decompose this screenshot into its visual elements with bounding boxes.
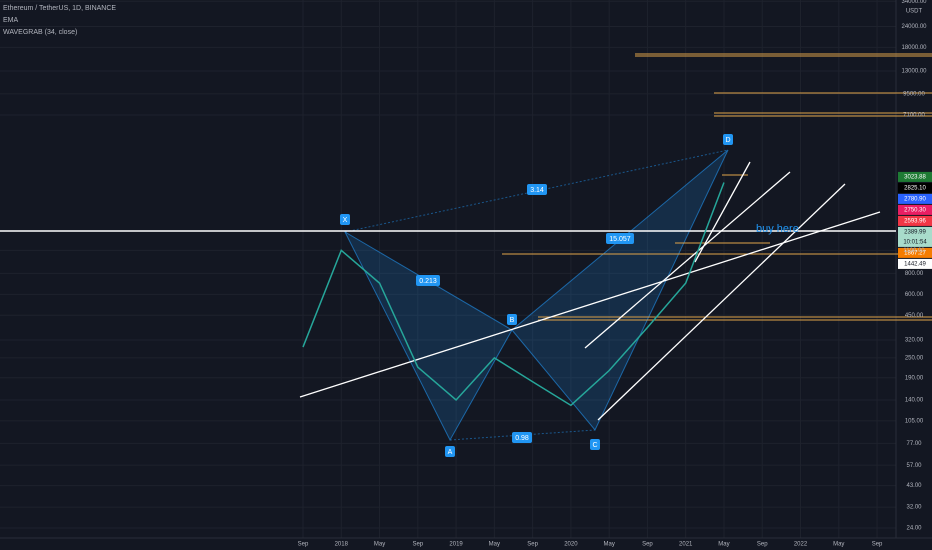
point-label: C (592, 442, 597, 449)
x-tick-label: Sep (642, 542, 653, 548)
y-tick-label: 34000.00 (901, 0, 927, 5)
trend-lines (299, 161, 881, 421)
x-tick-label: May (718, 542, 729, 548)
price-tag (898, 182, 932, 193)
price-tag (898, 247, 932, 258)
x-tick-label: Sep (872, 542, 883, 548)
series (302, 182, 725, 407)
y-tick-label: 43.00 (906, 483, 922, 489)
y-tick-label: 105.00 (905, 418, 924, 424)
pattern (343, 149, 729, 442)
point-label: D (725, 137, 730, 144)
price-tag-label: 2750.30 (904, 207, 926, 213)
symbol-title: Ethereum / TetherUS, 1D, BINANCE (3, 5, 116, 12)
price-tag-label: 1867.27 (904, 250, 926, 256)
ratio-label: 0.213 (419, 278, 437, 285)
label-box (340, 214, 350, 225)
y-tick-label: 800.00 (905, 271, 924, 277)
y-tick-label: 24000.00 (901, 24, 927, 30)
point-label: X (343, 217, 348, 224)
x-tick-label: Sep (298, 542, 309, 548)
price-tag (898, 226, 932, 247)
y-tick-label: 13000.00 (901, 69, 927, 75)
y-tick-label: 600.00 (905, 292, 924, 298)
price-tag (898, 204, 932, 215)
y-tick-label: 140.00 (905, 398, 924, 404)
price-tag-label: 1442.49 (904, 261, 926, 267)
y-tick-label: 250.00 (905, 355, 924, 361)
x-tick-label: Sep (412, 542, 423, 548)
point-label: A (448, 449, 453, 456)
levels (502, 53, 932, 321)
price-tag (898, 215, 932, 226)
countdown: 10:01:54 (903, 239, 927, 245)
y-tick-label: 320.00 (905, 338, 924, 344)
x-tick-label: Sep (527, 542, 538, 548)
trend-line (584, 171, 791, 349)
y-tick-label: 190.00 (905, 375, 924, 381)
price-tag (898, 258, 932, 269)
label-box (527, 184, 547, 195)
x-tick-label: May (833, 542, 844, 548)
price-tag-label: 2389.99 (904, 229, 926, 235)
x-tick-label: Sep (757, 542, 768, 548)
indicator-label: WAVEGRAB (34, close) (3, 29, 77, 36)
x-tick-label: May (603, 542, 614, 548)
y-tick-label: 18000.00 (901, 45, 927, 51)
label-box (723, 134, 733, 145)
price-tag (898, 171, 932, 182)
price-tag-label: 3023.88 (904, 174, 926, 180)
x-tick-label: May (374, 542, 385, 548)
y-tick-label: 1100.00 (903, 248, 925, 254)
note: buy here (756, 223, 799, 235)
ratio-label: 3.14 (530, 187, 544, 194)
label-box (512, 432, 532, 443)
price-line (302, 182, 725, 407)
label-box (445, 446, 455, 457)
axis-unit: USDT (906, 9, 923, 15)
x-tick-label: May (489, 542, 500, 548)
pattern-line (344, 149, 729, 233)
y-tick-label: 7100.00 (903, 113, 925, 119)
y-tick-label: 32.00 (906, 505, 922, 511)
trend-line (694, 161, 751, 263)
ratio-label: 0.98 (515, 435, 529, 442)
y-tick-label: 450.00 (905, 313, 924, 319)
x-tick-label: 2022 (794, 542, 808, 548)
trend-line (597, 183, 846, 421)
indicator-label: EMA (3, 17, 19, 24)
grid (0, 0, 896, 538)
x-tick-label: 2018 (335, 542, 349, 548)
y-tick-label: 57.00 (906, 463, 922, 469)
price-tag-label: 2780.90 (904, 196, 926, 202)
pattern-labels: X A B C D 3.14 0.213 0.98 15.057 (340, 134, 733, 457)
y-tick-label: 77.00 (906, 441, 922, 447)
x-tick-label: 2020 (564, 542, 578, 548)
label-box (507, 314, 517, 325)
label-box (590, 439, 600, 450)
price-tag (898, 193, 932, 204)
price-tags: 3023.88 2825.10 2780.90 2750.30 2593.96 2389.… (898, 171, 932, 269)
price-tag-label: 2825.10 (904, 185, 926, 191)
y-tick-label: 9500.00 (903, 91, 925, 97)
x-tick-label: 2019 (449, 542, 463, 548)
price-tag-label: 2593.96 (904, 218, 926, 224)
label-box (416, 275, 440, 286)
ratio-label: 15.057 (609, 236, 631, 243)
y-tick-label: 24.00 (906, 526, 922, 532)
x-tick-label: 2021 (679, 542, 693, 548)
point-label: B (510, 317, 515, 324)
label-box (606, 233, 634, 244)
